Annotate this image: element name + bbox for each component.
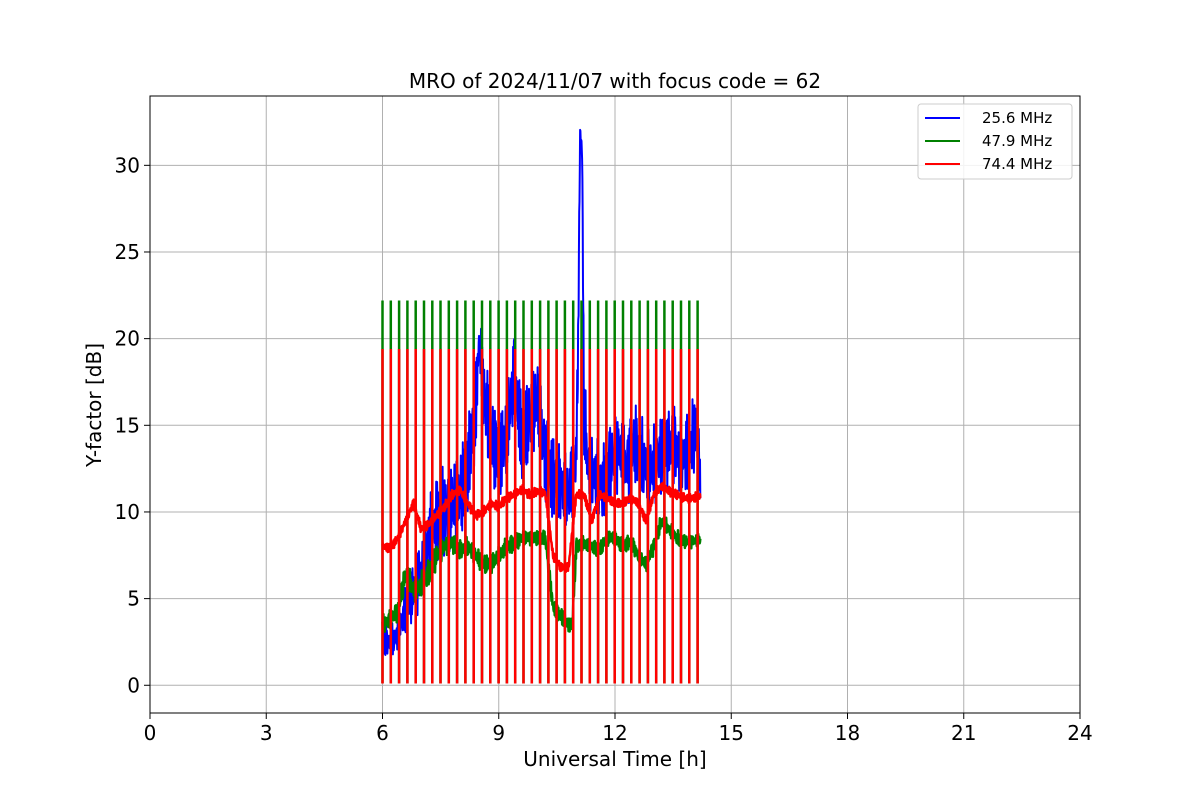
ticks: 0 3 6 9 12 15 18 21 24 0 5 10 15 20 25 30 — [115, 153, 1093, 745]
legend: 25.6 MHz 47.9 MHz 74.4 MHz — [917, 103, 1073, 180]
x-tick-label: 9 — [492, 721, 505, 745]
y-tick-label: 15 — [115, 413, 140, 437]
legend-label: 47.9 MHz — [982, 132, 1052, 150]
x-tick-label: 15 — [719, 721, 744, 745]
x-axis-label: Universal Time [h] — [523, 747, 706, 771]
calibration-spikes — [381, 349, 699, 684]
x-tick-label: 21 — [951, 721, 976, 745]
y-tick-label: 25 — [115, 240, 140, 264]
legend-box — [917, 103, 1073, 180]
x-tick-label: 6 — [376, 721, 389, 745]
x-tick-label: 0 — [144, 721, 157, 745]
legend-label: 74.4 MHz — [982, 155, 1052, 173]
legend-label: 25.6 MHz — [982, 109, 1052, 127]
chart-title: MRO of 2024/11/07 with focus code = 62 — [409, 69, 821, 93]
y-tick-label: 30 — [115, 153, 140, 177]
y-tick-label: 0 — [127, 673, 140, 697]
x-tick-label: 18 — [835, 721, 860, 745]
y-axis-label: Y-factor [dB] — [82, 343, 106, 468]
series-layer — [381, 128, 702, 684]
x-tick-label: 12 — [602, 721, 627, 745]
x-tick-label: 3 — [260, 721, 273, 745]
x-tick-label: 24 — [1067, 721, 1092, 745]
y-tick-label: 20 — [115, 327, 140, 351]
series-74-4-mhz — [381, 349, 702, 684]
y-tick-label: 10 — [115, 500, 140, 524]
y-tick-label: 5 — [127, 587, 140, 611]
